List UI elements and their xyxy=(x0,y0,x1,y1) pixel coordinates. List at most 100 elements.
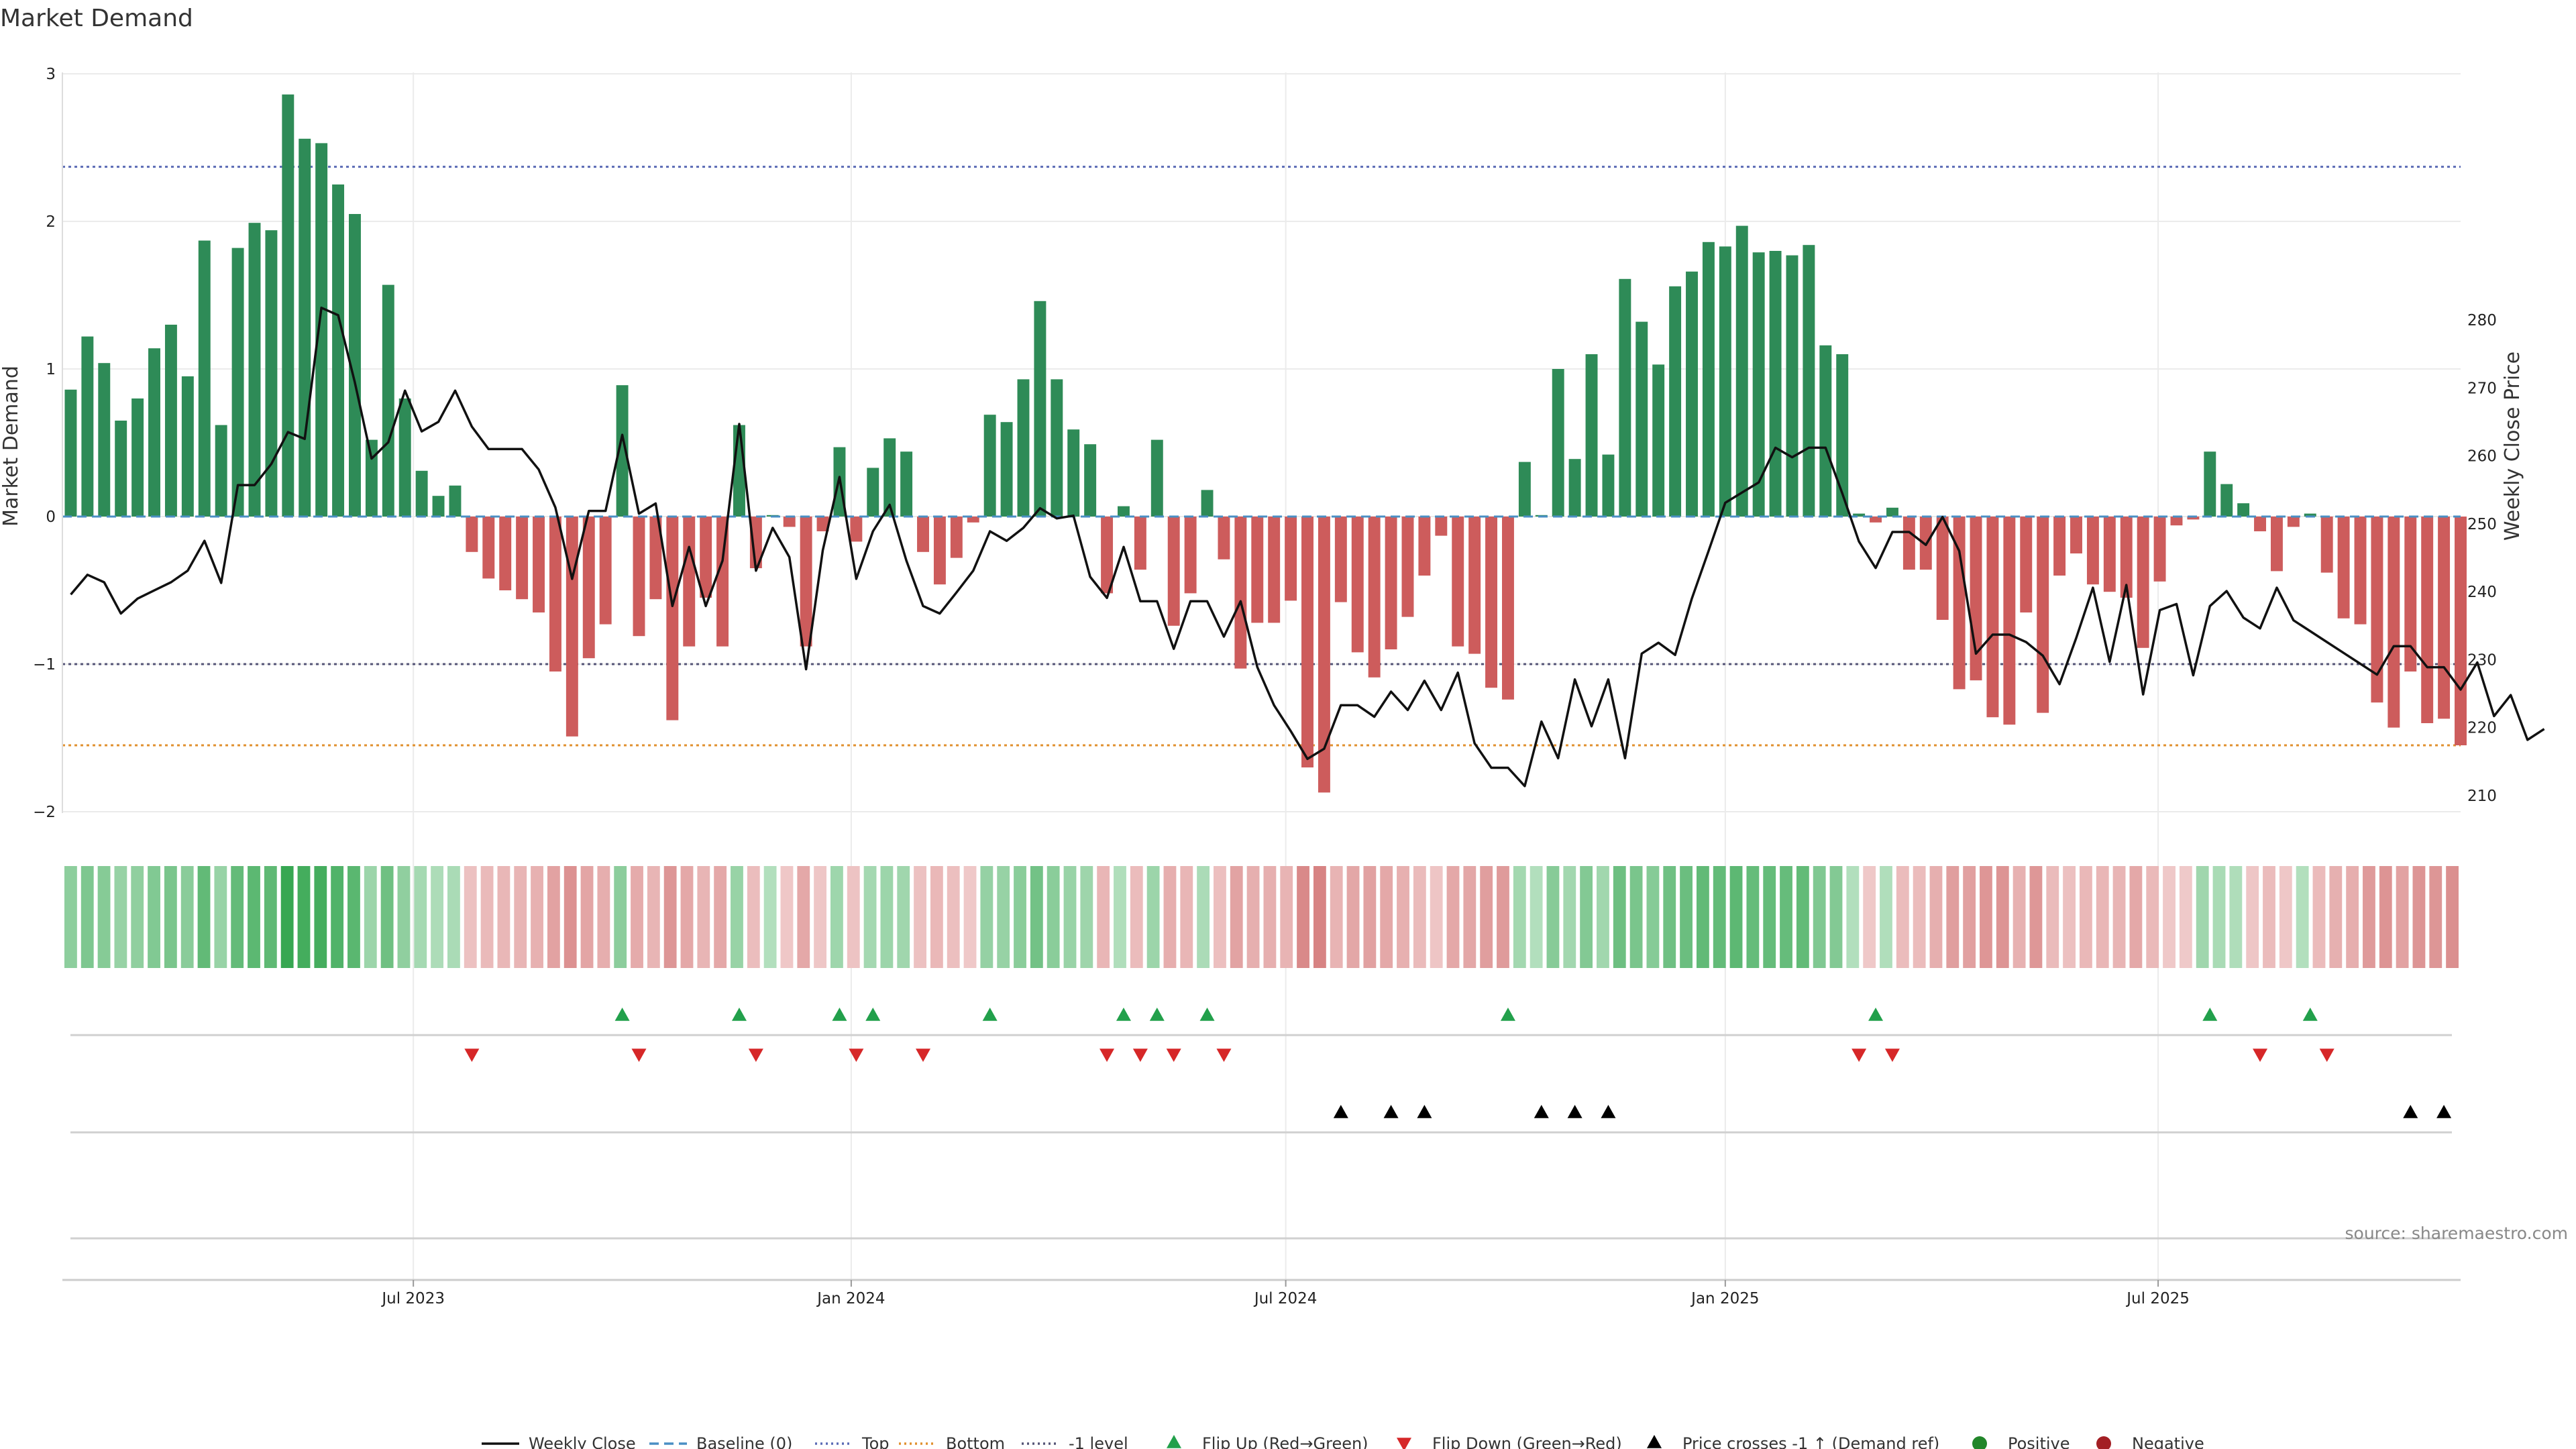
heat-cell xyxy=(2129,866,2143,968)
heat-cell xyxy=(1446,866,1460,968)
heat-cell xyxy=(1497,866,1509,968)
heat-cell xyxy=(214,866,227,968)
demand-bar xyxy=(1067,429,1080,517)
demand-bar xyxy=(2354,517,2367,625)
demand-bar xyxy=(81,336,94,517)
heat-cell xyxy=(830,866,843,968)
demand-bar xyxy=(900,451,913,517)
demand-bar xyxy=(64,389,77,517)
price-cross-marker xyxy=(1333,1105,1348,1118)
flip-down-marker xyxy=(849,1049,864,1062)
demand-bar xyxy=(1702,241,1715,517)
heat-cell xyxy=(2196,866,2209,968)
demand-bar xyxy=(666,517,679,720)
demand-bar xyxy=(800,517,812,647)
heat-cell xyxy=(2046,866,2059,968)
heat-cell xyxy=(1796,866,1809,968)
demand-bar xyxy=(1201,490,1214,517)
heat-cell xyxy=(1180,866,1193,968)
heat-cell xyxy=(2396,866,2409,968)
heat-cell xyxy=(697,866,710,968)
heat-cell xyxy=(780,866,794,968)
demand-bar xyxy=(415,470,428,517)
heat-cell xyxy=(1713,866,1726,968)
heat-cell xyxy=(2029,866,2043,968)
demand-bar xyxy=(549,517,561,672)
demand-bar xyxy=(1902,517,1915,570)
flip-down-marker xyxy=(748,1049,763,1062)
demand-bar xyxy=(332,184,345,517)
legend-item: Baseline (0) xyxy=(649,1434,792,1449)
heat-cell xyxy=(1163,866,1177,968)
demand-bar xyxy=(1803,245,1815,517)
heat-cell xyxy=(180,866,194,968)
demand-bar xyxy=(1017,379,1030,517)
flip-markers-panel xyxy=(70,1008,2452,1062)
demand-bar xyxy=(1635,321,1648,517)
demand-bar xyxy=(933,517,946,585)
heat-cell xyxy=(514,866,527,968)
legend-item: Price crosses -1 ↑ (Demand ref) xyxy=(1647,1434,1939,1449)
demand-bar xyxy=(1285,517,1297,601)
heat-cell xyxy=(1197,866,1210,968)
flip-down-marker xyxy=(2319,1049,2334,1062)
demand-bar xyxy=(716,517,729,647)
flip-down-marker xyxy=(1166,1049,1181,1062)
demand-bar xyxy=(2404,517,2417,672)
demand-bar xyxy=(1184,517,1197,594)
heat-cell xyxy=(863,866,877,968)
legend-swatch xyxy=(2096,1436,2111,1449)
demand-bar xyxy=(2287,517,2300,527)
legend-label: Flip Down (Green→Red) xyxy=(1432,1434,1622,1449)
heat-cell xyxy=(331,866,344,968)
heat-cell xyxy=(580,866,594,968)
demand-bar xyxy=(867,468,879,517)
heat-cell xyxy=(847,866,860,968)
demand-bar xyxy=(349,214,361,517)
demand-bar xyxy=(1268,517,1281,623)
y2-tick-label: 260 xyxy=(2467,448,2497,466)
demand-bar xyxy=(315,143,328,517)
legend-item: Flip Down (Green→Red) xyxy=(1397,1434,1622,1449)
heat-cell xyxy=(963,866,977,968)
demand-bar xyxy=(1318,517,1330,793)
demand-bar xyxy=(649,517,662,600)
demand-bar xyxy=(2137,517,2149,648)
demand-bar xyxy=(2170,517,2183,526)
y2-tick-label: 220 xyxy=(2467,720,2497,737)
demand-bar xyxy=(2337,517,2350,619)
heat-cell xyxy=(1529,866,1543,968)
heat-cell xyxy=(997,866,1010,968)
demand-bar xyxy=(516,517,529,600)
legend-label: Flip Up (Red→Green) xyxy=(1202,1434,1368,1449)
demand-bar xyxy=(1568,459,1581,517)
heat-cell xyxy=(1846,866,1860,968)
demand-bar xyxy=(2187,517,2200,520)
heat-cell xyxy=(248,866,260,968)
heat-cell xyxy=(1963,866,1976,968)
heat-cell xyxy=(414,866,427,968)
heat-cell xyxy=(1014,866,1026,968)
heat-cell xyxy=(1980,866,1992,968)
heat-cell xyxy=(1913,866,1926,968)
demand-bar xyxy=(1886,507,1898,517)
heat-cell xyxy=(2429,866,2443,968)
heat-cell xyxy=(2012,866,2026,968)
flip-down-marker xyxy=(1216,1049,1232,1062)
demand-bar xyxy=(1853,513,1866,517)
demand-bar xyxy=(1936,517,1949,620)
price-cross-marker xyxy=(1567,1105,1582,1118)
chart-title: Market Demand xyxy=(0,5,193,32)
heat-cell xyxy=(1946,866,1960,968)
demand-bar xyxy=(215,425,227,517)
demand-bar xyxy=(533,517,545,612)
demand-bar xyxy=(1752,252,1765,517)
heat-cell xyxy=(164,866,177,968)
heat-cell xyxy=(347,866,360,968)
demand-bar xyxy=(2204,451,2216,517)
legend-label: Baseline (0) xyxy=(696,1434,792,1449)
heat-cell xyxy=(2079,866,2092,968)
heat-cell xyxy=(2329,866,2343,968)
demand-bar xyxy=(482,517,495,579)
demand-bar xyxy=(2438,517,2451,719)
